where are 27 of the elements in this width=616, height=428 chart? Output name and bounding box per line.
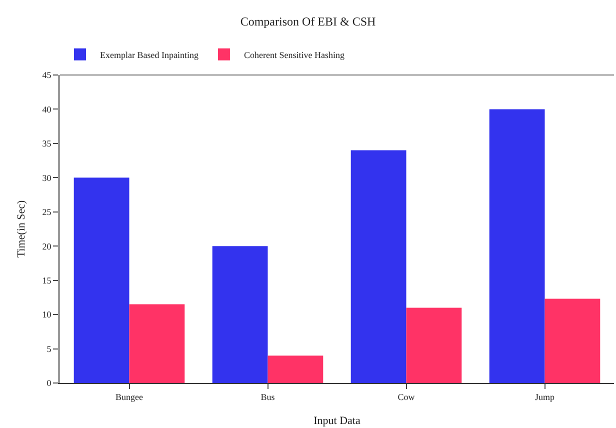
y-tick-label: 0 (46, 378, 52, 388)
y-tick-label: 10 (42, 310, 52, 320)
y-tick-label: 45 (42, 70, 52, 80)
x-tick-label: Jump (534, 392, 555, 402)
y-tick-label: 30 (42, 172, 52, 183)
bar (212, 246, 268, 383)
y-tick-label: 25 (42, 207, 52, 218)
y-tick-label: 35 (42, 138, 52, 149)
legend-label: Coherent Sensitive Hashing (244, 50, 345, 60)
bar (129, 304, 185, 383)
x-tick-label: Bungee (116, 392, 143, 402)
x-axis-title: Input Data (314, 415, 360, 427)
chart-title: Comparison Of EBI & CSH (240, 14, 376, 29)
x-tick-label: Cow (398, 392, 416, 402)
bar (544, 298, 600, 383)
bar (489, 109, 545, 383)
y-axis-title: Time(in Sec) (15, 200, 28, 258)
bar (350, 150, 406, 383)
y-tick-label: 20 (42, 241, 52, 252)
y-tick-label: 40 (42, 104, 52, 114)
x-tick-label: Bus (260, 392, 276, 402)
bar (74, 178, 130, 383)
legend-label: Exemplar Based Inpainting (100, 50, 199, 60)
y-tick-label: 5 (46, 344, 52, 354)
bar (406, 308, 462, 383)
y-tick-label: 15 (42, 275, 52, 286)
bar (268, 356, 324, 383)
